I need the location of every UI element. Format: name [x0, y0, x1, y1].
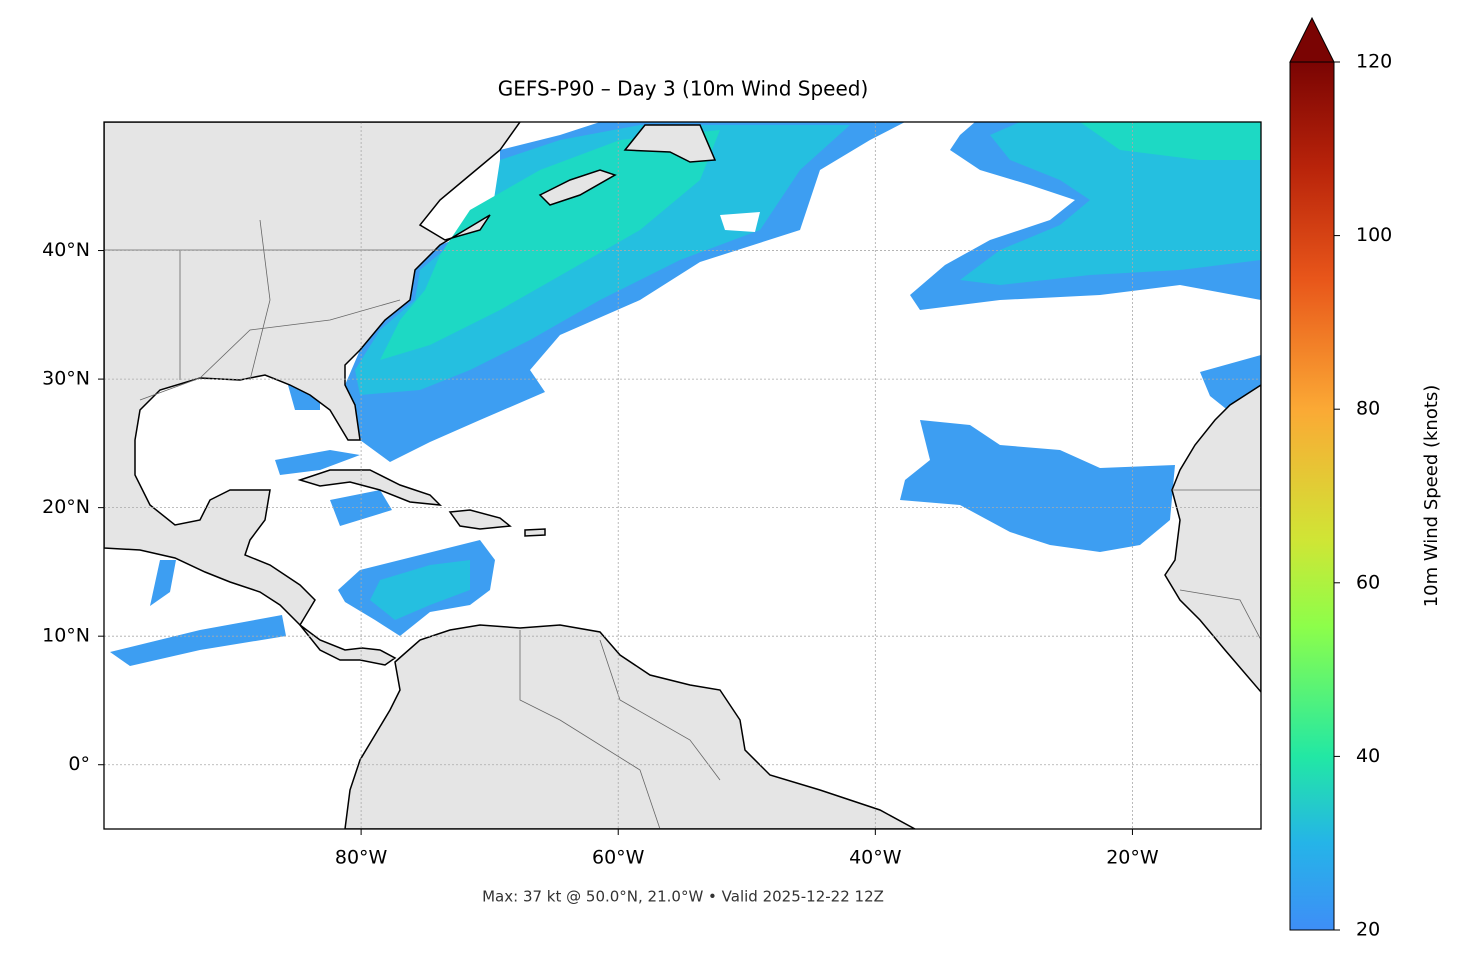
africa [1164, 384, 1261, 694]
x-tick-label: 60°W [592, 847, 645, 869]
map [104, 122, 1261, 829]
south-america [344, 624, 916, 829]
colorbar-extend [1289, 16, 1335, 63]
cuba [297, 469, 443, 506]
y-tick-label: 20°N [42, 496, 90, 518]
wind-area [150, 560, 176, 606]
grid [104, 122, 1261, 829]
colorbar-tick-label: 40 [1356, 745, 1380, 767]
colorbar-tick-label: 80 [1356, 398, 1380, 420]
wind-area [370, 560, 470, 620]
x-tick-label: 40°W [849, 847, 902, 869]
map-frame [103, 121, 1262, 830]
footer-note: Max: 37 kt @ 50.0°N, 21.0°W • Valid 2025… [482, 888, 884, 906]
y-tick-label: 10°N [42, 625, 90, 647]
border [599, 639, 721, 781]
hispaniola [448, 509, 512, 530]
colorbar-tick-label: 60 [1356, 571, 1380, 593]
wind-area [275, 450, 360, 475]
newfoundland [623, 124, 717, 163]
puerto-rico [524, 528, 546, 537]
wind-area [355, 125, 850, 395]
x-tick-label: 80°W [335, 847, 388, 869]
wind-area [900, 420, 1175, 552]
wind-area [720, 212, 760, 232]
y-tick-label: 0° [68, 753, 90, 775]
border [1179, 589, 1261, 641]
border [139, 299, 401, 401]
y-tick-label: 40°N [42, 239, 90, 261]
colorbar-tick-label: 100 [1356, 224, 1392, 246]
border [249, 219, 271, 381]
x-tick-label: 20°W [1106, 847, 1159, 869]
nova-scotia [538, 169, 617, 206]
colorbar-tick-label: 120 [1356, 51, 1392, 73]
colorbar-label: 10m Wind Speed (knots) [1421, 385, 1442, 608]
wind-area [1080, 122, 1261, 160]
chart-title: GEFS-P90 – Day 3 (10m Wind Speed) [498, 77, 869, 101]
north-america [104, 122, 521, 666]
colorbar-tick-label: 20 [1356, 919, 1380, 941]
land [104, 122, 1261, 829]
wind-area [110, 615, 286, 666]
wind-area [960, 122, 1261, 285]
wind-area [380, 130, 720, 360]
border [519, 630, 661, 829]
y-tick-label: 30°N [42, 368, 90, 390]
colorbar [1290, 62, 1334, 930]
colorbar-frame [1289, 61, 1335, 931]
